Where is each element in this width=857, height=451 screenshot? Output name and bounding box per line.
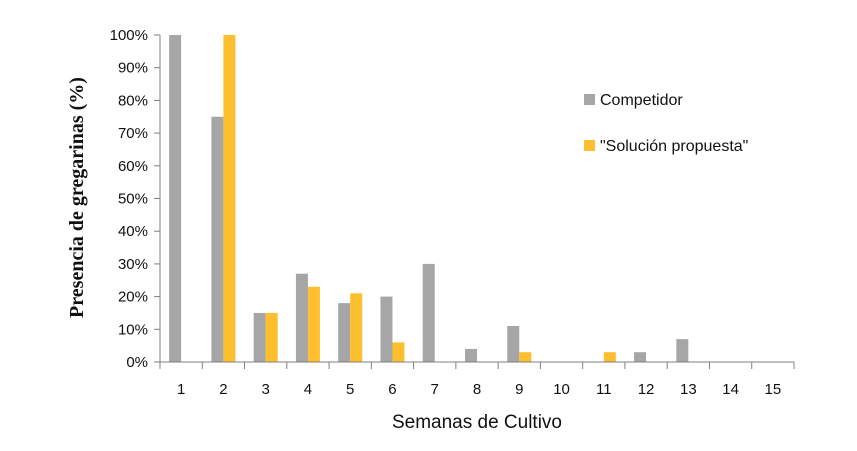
y-tick-label: 60%	[118, 158, 148, 175]
bar-solucion-propuesta	[392, 342, 405, 362]
bar-competidor	[676, 339, 689, 362]
x-tick-label: 12	[638, 381, 655, 398]
bar-solucion-propuesta	[519, 352, 532, 362]
y-tick-label: 80%	[118, 92, 148, 109]
x-axis-label: Semanas de Cultivo	[392, 412, 562, 433]
bar-competidor	[465, 348, 477, 362]
x-tick-label: 10	[553, 381, 570, 398]
bar-competidor	[253, 312, 266, 362]
bar-solucion-propuesta	[350, 293, 363, 362]
bar-competidor	[380, 296, 393, 362]
bar-competidor	[338, 303, 351, 362]
y-tick-label: 20%	[118, 289, 148, 306]
legend-swatch-solucion-propuesta	[584, 140, 595, 151]
bar-competidor	[211, 116, 224, 362]
bar-competidor	[422, 263, 435, 362]
legend-label-solucion-propuesta: "Solución propuesta"	[600, 138, 748, 155]
y-tick-label: 100%	[110, 27, 148, 44]
y-axis-ticks: 0% 10% 20% 30% 40% 50% 60% 70% 80% 90% 100%	[110, 27, 160, 371]
bar-competidor	[169, 35, 182, 362]
y-axis-label: Presencia de gregarinas (%)	[66, 77, 88, 318]
x-tick-label: 8	[473, 381, 481, 398]
x-tick-label: 3	[261, 381, 269, 398]
y-tick-label: 40%	[118, 223, 148, 240]
x-tick-label: 11	[596, 381, 612, 398]
bars	[169, 35, 689, 362]
x-tick-label: 1	[177, 381, 185, 398]
bar-competidor	[507, 326, 520, 362]
x-tick-label: 2	[219, 381, 227, 398]
y-tick-label: 30%	[118, 256, 148, 273]
x-axis-ticks: 1 2 3 4 5 6 7 8 9 10 11 12 13 14 15	[159, 362, 795, 398]
x-tick-label: 6	[388, 381, 396, 398]
legend-label-competidor: Competidor	[600, 92, 683, 109]
legend-swatch-competidor	[584, 94, 595, 105]
bar-solucion-propuesta	[603, 352, 616, 362]
bar-solucion-propuesta	[307, 286, 320, 362]
x-tick-label: 4	[304, 381, 312, 398]
y-tick-label: 10%	[118, 321, 148, 338]
y-tick-label: 50%	[118, 191, 148, 208]
y-tick-label: 70%	[118, 125, 148, 142]
bar-competidor	[634, 352, 647, 362]
x-tick-label: 14	[722, 381, 739, 398]
bar-solucion-propuesta	[265, 312, 278, 362]
bar-competidor	[295, 273, 308, 362]
legend: Competidor "Solución propuesta"	[584, 92, 748, 155]
x-tick-label: 7	[431, 381, 439, 398]
x-tick-label: 13	[680, 381, 697, 398]
bar-solucion-propuesta	[223, 35, 236, 362]
x-tick-label: 9	[515, 381, 523, 398]
y-tick-label: 90%	[118, 60, 148, 77]
x-tick-label: 5	[346, 381, 354, 398]
y-tick-label: 0%	[126, 354, 148, 371]
x-tick-label: 15	[765, 381, 782, 398]
